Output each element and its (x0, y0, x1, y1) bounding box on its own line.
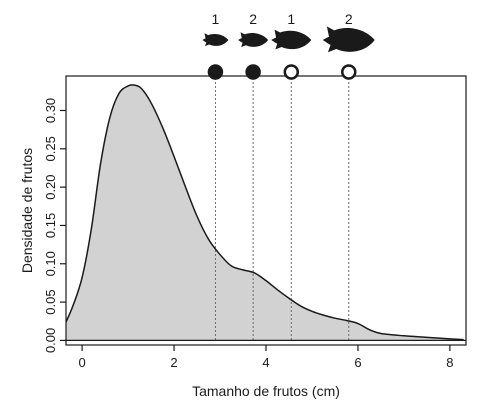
y-tick-label-5: 0.25 (43, 136, 58, 161)
y-tick-label-0: 0.00 (43, 328, 58, 353)
marker-count-4: 2 (345, 11, 353, 27)
x-tick-label-4: 4 (262, 355, 269, 370)
y-axis-title: Densidade de frutos (19, 148, 35, 273)
fish-body (322, 26, 375, 53)
axes: 0 2 4 6 8 0.00 0.05 0.10 0.15 0.20 0.25 0.30 (43, 75, 467, 370)
y-tick-label-2: 0.10 (43, 251, 58, 276)
marker-count-3: 1 (287, 11, 295, 27)
filled-circle-marker-1 (207, 64, 224, 80)
filled-circle-marker-2 (245, 64, 261, 80)
x-tick-label-8: 8 (446, 355, 453, 370)
fish-markers: 1 2 1 2 (202, 11, 375, 80)
density-area (66, 84, 464, 341)
fish-body (271, 29, 312, 50)
fish-body (202, 33, 229, 47)
density-curve (65, 84, 464, 341)
open-circle-marker-3 (283, 64, 300, 80)
x-tick-label-0: 0 (78, 355, 85, 370)
x-tick-label-6: 6 (354, 355, 361, 370)
y-tick-label-1: 0.05 (43, 289, 58, 314)
fish-silhouette-icon-3 (271, 29, 312, 50)
y-tick-label-4: 0.20 (43, 174, 58, 199)
marker-count-2: 2 (249, 11, 257, 27)
fish-body (238, 32, 269, 48)
y-tick-label-3: 0.15 (43, 213, 58, 238)
marker-count-1: 1 (212, 11, 220, 27)
fish-silhouette-icon-2 (238, 32, 269, 48)
plot-area (65, 74, 466, 342)
x-tick-label-2: 2 (170, 355, 177, 370)
fish-silhouette-icon-1 (202, 33, 229, 47)
fish-silhouette-icon-4 (322, 26, 375, 53)
x-axis-title: Tamanho de frutos (cm) (192, 383, 340, 399)
y-tick-label-6: 0.30 (43, 98, 58, 123)
open-circle-marker-4 (341, 64, 357, 80)
